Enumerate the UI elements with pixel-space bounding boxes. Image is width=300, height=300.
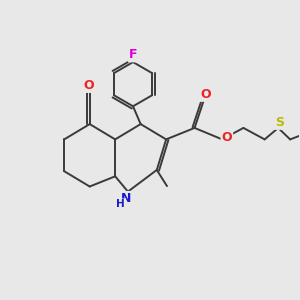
- Text: F: F: [129, 48, 137, 62]
- Text: O: O: [83, 79, 94, 92]
- Text: N: N: [121, 192, 131, 205]
- Text: O: O: [221, 131, 232, 144]
- Text: O: O: [200, 88, 211, 101]
- Text: H: H: [116, 199, 125, 209]
- Text: S: S: [275, 116, 284, 129]
